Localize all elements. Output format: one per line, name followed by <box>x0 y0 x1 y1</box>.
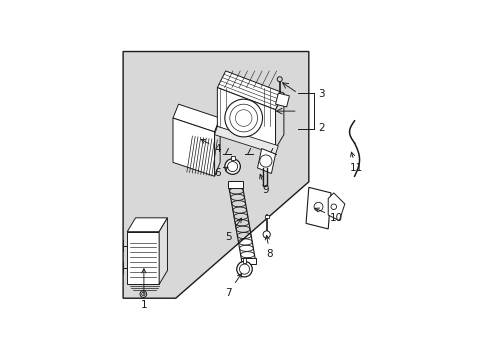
Polygon shape <box>173 104 220 132</box>
Polygon shape <box>127 218 167 232</box>
Polygon shape <box>217 87 275 149</box>
Polygon shape <box>214 126 278 154</box>
Polygon shape <box>257 149 275 174</box>
Polygon shape <box>275 93 289 107</box>
Text: 3: 3 <box>318 89 325 99</box>
Text: 7: 7 <box>224 274 241 298</box>
Polygon shape <box>173 118 214 176</box>
Circle shape <box>224 99 262 137</box>
Polygon shape <box>327 193 344 221</box>
Circle shape <box>236 261 252 277</box>
Text: 9: 9 <box>259 174 268 195</box>
Circle shape <box>259 155 271 167</box>
Text: 8: 8 <box>264 235 273 259</box>
Text: 4: 4 <box>201 139 220 153</box>
Bar <box>230 156 234 160</box>
Text: 5: 5 <box>224 218 241 242</box>
Text: 2: 2 <box>318 123 325 133</box>
Bar <box>242 258 246 263</box>
Polygon shape <box>305 187 330 229</box>
Circle shape <box>313 202 322 211</box>
Polygon shape <box>214 118 220 176</box>
Circle shape <box>330 204 336 210</box>
Polygon shape <box>123 51 308 298</box>
Circle shape <box>263 231 270 238</box>
Circle shape <box>224 159 240 174</box>
Text: 6: 6 <box>214 167 227 179</box>
Polygon shape <box>275 93 284 149</box>
Polygon shape <box>227 181 243 188</box>
Polygon shape <box>241 258 256 264</box>
Polygon shape <box>127 232 159 284</box>
Bar <box>264 215 268 218</box>
Text: 11: 11 <box>348 152 362 173</box>
Text: 1: 1 <box>140 269 147 310</box>
Text: 10: 10 <box>314 208 343 223</box>
Polygon shape <box>217 71 284 110</box>
Polygon shape <box>159 218 167 284</box>
